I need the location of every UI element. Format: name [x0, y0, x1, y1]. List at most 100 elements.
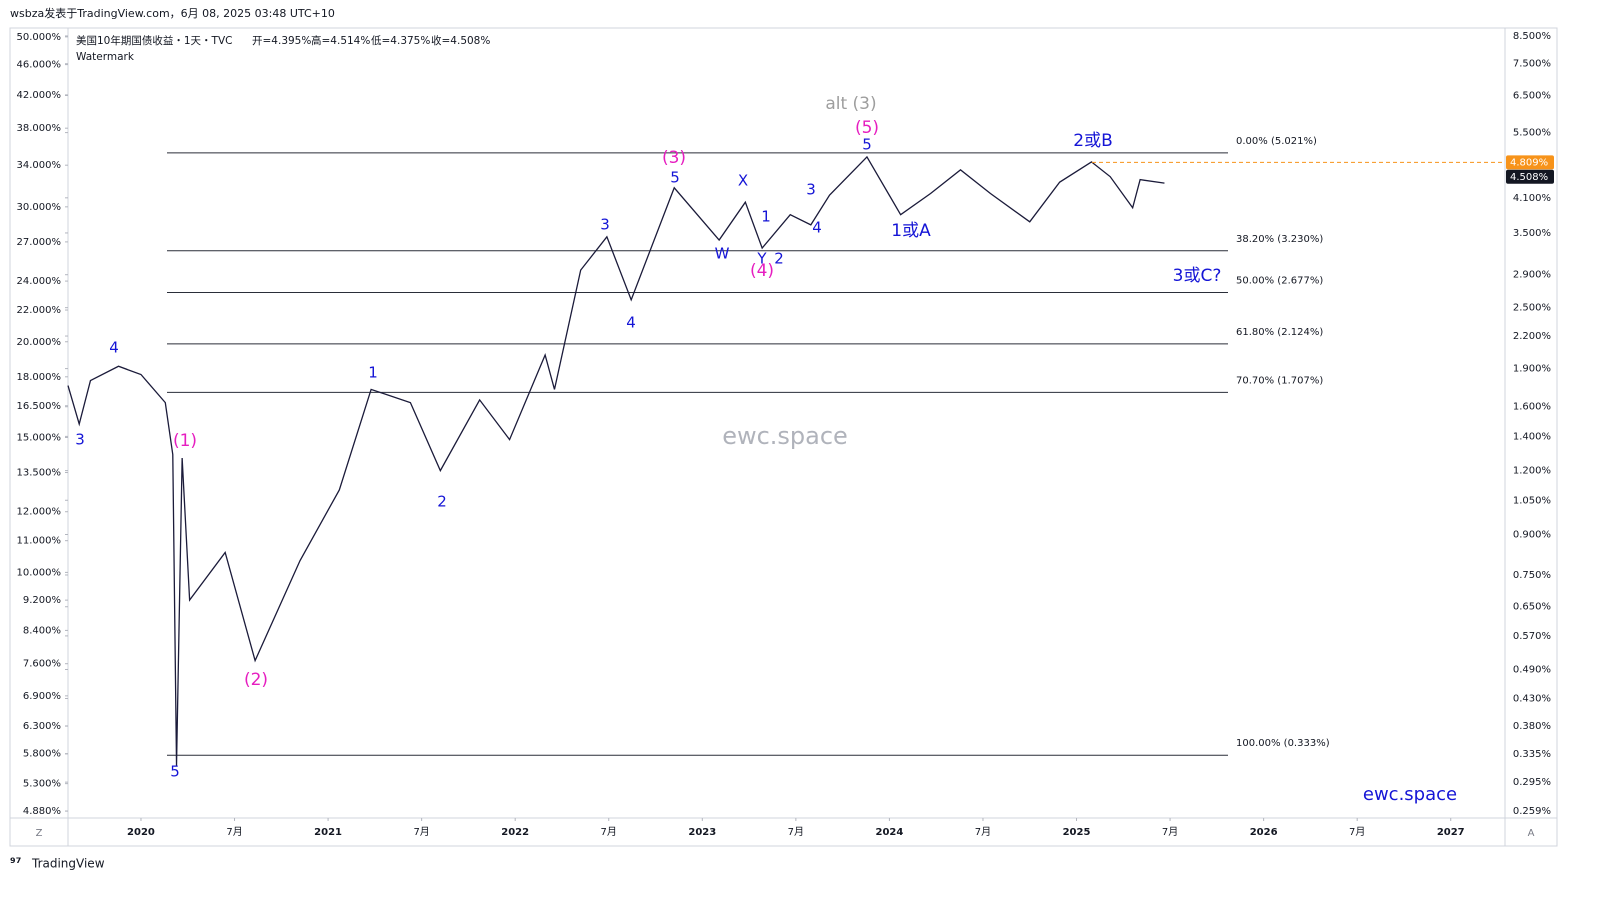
- fib-label: 38.20% (3.230%): [1236, 234, 1323, 245]
- wave-label: 4: [812, 219, 822, 237]
- y2-tick-label: 10.000%: [17, 567, 62, 578]
- wave-label: 3: [806, 181, 816, 199]
- y-tick-label: 1.900%: [1513, 364, 1551, 375]
- wave-label: (3): [662, 148, 686, 168]
- y-tick-label: 1.200%: [1513, 466, 1551, 477]
- wave-label: 5: [670, 169, 680, 187]
- x-tick-label: 7月: [226, 826, 242, 838]
- x-tick-label: 2022: [501, 827, 529, 838]
- y2-tick-label: 5.800%: [23, 749, 61, 760]
- x-tick-label: 7月: [1162, 826, 1178, 838]
- y-tick-label: 3.500%: [1513, 228, 1551, 239]
- y-tick-label: 5.500%: [1513, 128, 1551, 139]
- wave-label: (1): [173, 431, 197, 451]
- logo-mark: ⁹⁷: [10, 857, 21, 872]
- y2-tick-label: 50.000%: [17, 32, 62, 43]
- y2-tick-label: 16.500%: [17, 401, 62, 412]
- legend-subtitle: Watermark: [76, 51, 135, 63]
- wave-label: 4: [626, 314, 636, 332]
- x-tick-label: 7月: [601, 826, 617, 838]
- y-tick-label: 0.750%: [1513, 570, 1551, 581]
- x-tick-label: 2021: [314, 827, 342, 838]
- wave-label: 3或C?: [1173, 266, 1222, 286]
- y2-tick-label: 5.300%: [23, 779, 61, 790]
- y-tick-label: 1.050%: [1513, 495, 1551, 506]
- x-tick-label: 7月: [413, 826, 429, 838]
- wave-label: alt (3): [825, 94, 876, 114]
- x-tick-label: 2025: [1063, 827, 1091, 838]
- y-tick-label: 0.335%: [1513, 749, 1551, 760]
- y2-tick-label: 4.880%: [23, 806, 61, 817]
- x-tick-label: 2020: [127, 827, 155, 838]
- fib-label: 0.00% (5.021%): [1236, 136, 1317, 147]
- wave-label: 4: [109, 339, 119, 357]
- y-tick-label: 0.295%: [1513, 777, 1551, 788]
- y-tick-label: 2.500%: [1513, 303, 1551, 314]
- y2-tick-label: 9.200%: [23, 595, 61, 606]
- wave-label: 3: [75, 431, 85, 449]
- x-tick-label: 2026: [1250, 827, 1278, 838]
- y2-tick-label: 6.900%: [23, 691, 61, 702]
- fib-label: 61.80% (2.124%): [1236, 327, 1323, 338]
- fib-label: 100.00% (0.333%): [1236, 738, 1330, 749]
- y2-tick-label: 34.000%: [17, 160, 62, 171]
- y-tick-label: 7.500%: [1513, 59, 1551, 70]
- y-tick-label: 0.900%: [1513, 529, 1551, 540]
- price-tag-label: 4.508%: [1510, 172, 1548, 183]
- y-tick-label: 0.650%: [1513, 602, 1551, 613]
- wave-label: (5): [855, 118, 879, 138]
- ohlc-open: 开=4.395%: [252, 35, 311, 47]
- y2-tick-label: 22.000%: [17, 305, 62, 316]
- y-tick-label: 2.200%: [1513, 331, 1551, 342]
- fib-label: 70.70% (1.707%): [1236, 375, 1323, 386]
- y-tick-label: 2.900%: [1513, 270, 1551, 281]
- wave-label: 2: [774, 250, 784, 268]
- y-tick-label: 1.400%: [1513, 431, 1551, 442]
- x-tick-label: 2027: [1437, 827, 1465, 838]
- wave-label: (2): [244, 670, 268, 690]
- price-tag-label: 4.809%: [1510, 157, 1548, 168]
- price-tag: [1506, 155, 1554, 170]
- wave-label: W: [715, 245, 730, 263]
- y2-tick-label: 18.000%: [17, 372, 62, 383]
- y2-tick-label: 6.300%: [23, 721, 61, 732]
- wave-label: 1或A: [891, 221, 931, 241]
- y2-tick-label: 15.000%: [17, 432, 62, 443]
- header: wsbza发表于TradingView.com，6月 08, 2025 03:4…: [10, 6, 335, 20]
- wave-label: 3: [600, 216, 610, 234]
- y-tick-label: 0.490%: [1513, 664, 1551, 675]
- legend-title: 美国10年期国债收益・1天・TVC: [76, 34, 232, 47]
- y2-tick-label: 11.000%: [17, 536, 62, 547]
- y-tick-label: 0.570%: [1513, 631, 1551, 642]
- brand: TradingView: [31, 857, 105, 871]
- y-tick-label: 8.500%: [1513, 31, 1551, 42]
- wave-label: (4): [750, 261, 774, 281]
- y-tick-label: 0.380%: [1513, 721, 1551, 732]
- wave-label: X: [738, 172, 748, 190]
- watermark: ewc.space: [722, 422, 848, 450]
- wave-label: 2或B: [1073, 131, 1112, 151]
- x-tick-label: 7月: [1349, 826, 1365, 838]
- y2-tick-label: 30.000%: [17, 202, 62, 213]
- wave-label: 1: [368, 364, 378, 382]
- y2-tick-label: 24.000%: [17, 276, 62, 287]
- wave-label: 5: [862, 136, 872, 154]
- button[interactable]: A: [1528, 828, 1535, 839]
- y-tick-label: 6.500%: [1513, 91, 1551, 102]
- y2-tick-label: 27.000%: [17, 237, 62, 248]
- y-tick-label: 4.100%: [1513, 193, 1551, 204]
- y2-tick-label: 13.500%: [17, 468, 62, 479]
- y2-tick-label: 42.000%: [17, 90, 62, 101]
- wave-label: 1: [761, 208, 771, 226]
- button[interactable]: Z: [36, 828, 43, 839]
- frame: [9, 27, 1558, 847]
- y2-tick-label: 20.000%: [17, 337, 62, 348]
- wave-label: 2: [437, 493, 447, 511]
- ohlc-high: 高=4.514%: [311, 34, 370, 47]
- y2-tick-label: 8.400%: [23, 625, 61, 636]
- wave-label: Y: [756, 250, 767, 268]
- ohlc-close: 收=4.508%: [431, 34, 490, 47]
- x-tick-label: 2024: [875, 827, 903, 838]
- price-line: [67, 155, 1165, 766]
